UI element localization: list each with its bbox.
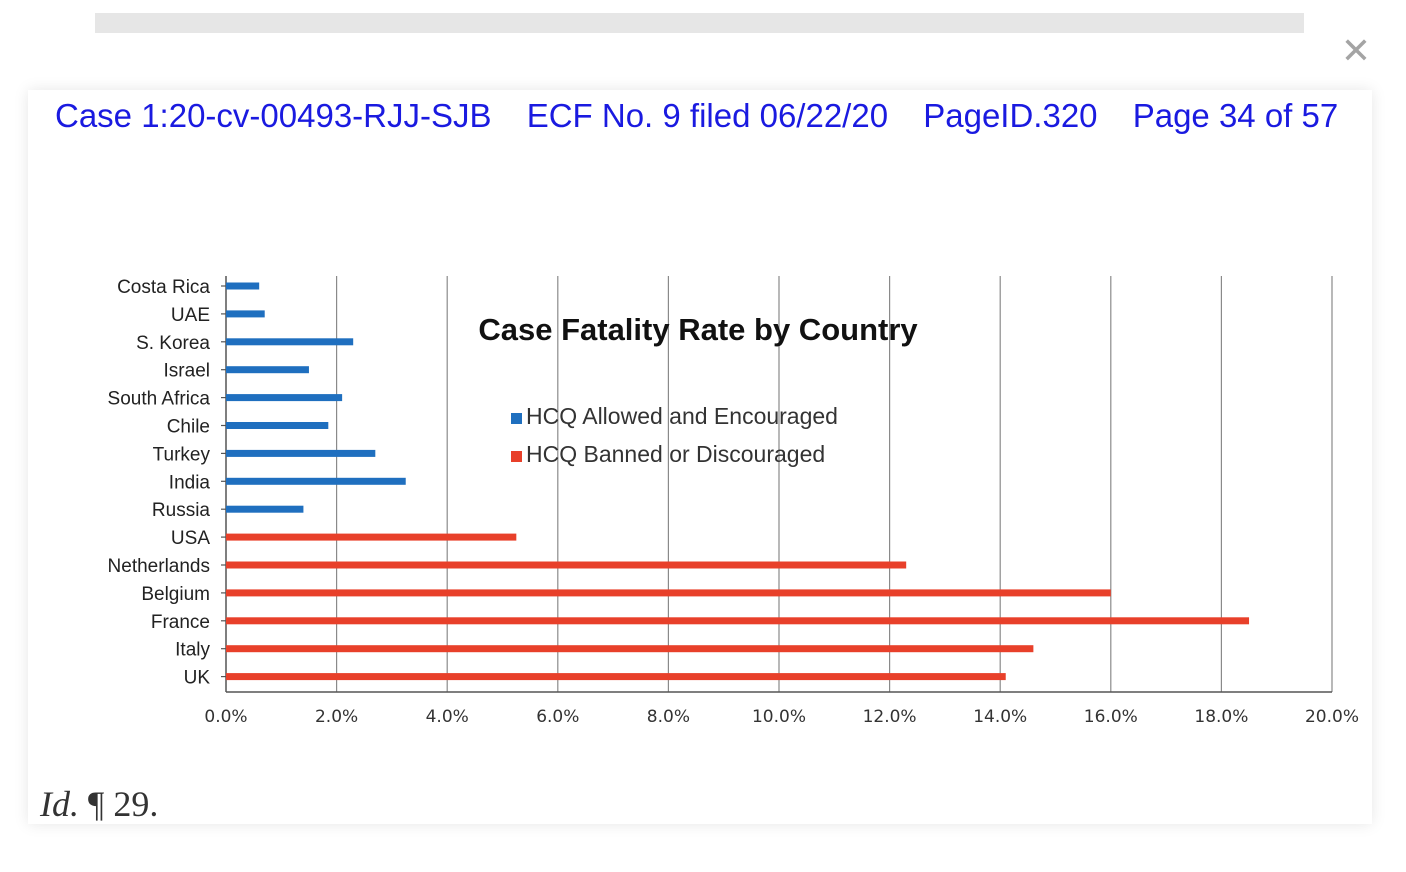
category-label: Israel [164,361,210,382]
bar [226,394,343,402]
citation-caption: Id. ¶ 29. [40,782,158,826]
category-label: Netherlands [108,556,210,577]
chart-title: Case Fatality Rate by Country [478,312,918,347]
legend-swatch [511,413,522,424]
document-header: Case 1:20-cv-00493-RJJ-SJB ECF No. 9 fil… [55,94,1365,138]
legend-swatch [511,451,522,462]
legend-label: HCQ Allowed and Encouraged [526,403,838,429]
bar [226,533,517,541]
bar [226,310,265,318]
top-bar [95,13,1304,33]
x-tick-label: 18.0% [1194,707,1248,727]
x-tick-label: 20.0% [1305,707,1359,727]
bar [226,589,1111,597]
bar [226,449,376,457]
category-label: S. Korea [136,333,210,354]
close-icon[interactable]: ✕ [1340,31,1372,72]
x-tick-label: 0.0% [204,707,247,727]
bar [226,561,907,569]
bar [226,422,329,429]
page-number: Page 34 of 57 [1132,97,1339,134]
citation-id: Id. [40,784,79,824]
x-tick-label: 14.0% [973,707,1027,727]
category-label: Belgium [141,584,210,605]
x-tick-label: 6.0% [536,707,579,727]
x-tick-label: 10.0% [752,707,806,727]
x-tick-label: 12.0% [863,707,917,727]
bar [226,338,354,346]
document-viewer: Case 1:20-cv-00493-RJJ-SJB ECF No. 9 fil… [28,90,1372,824]
x-tick-label: 2.0% [315,707,358,727]
category-label: India [169,472,211,493]
fatality-rate-chart: 0.0% 2.0% 4.0% 6.0% 8.0% 10.0% 12.0% 14.0% 16.0%… [108,276,1359,727]
page-id: PageID.320 [923,97,1098,134]
x-tick-label: 8.0% [647,707,690,727]
bar [226,617,1250,625]
bar [226,505,304,513]
bar [226,673,1006,681]
bar [226,477,406,485]
bar [226,366,309,374]
category-label: USA [171,528,210,549]
citation-paragraph: ¶ 29. [79,784,159,824]
category-label: Italy [175,640,210,661]
category-label: South Africa [108,389,211,410]
bar [226,282,260,290]
category-label: France [151,612,210,633]
category-label: UAE [171,305,210,326]
category-label: Costa Rica [117,277,210,298]
x-tick-label: 16.0% [1084,707,1138,727]
bar [226,645,1034,653]
legend-label: HCQ Banned or Discouraged [526,441,825,467]
case-number: Case 1:20-cv-00493-RJJ-SJB [55,97,492,134]
x-tick-label: 4.0% [426,707,469,727]
category-label: Chile [167,417,210,438]
category-label: Turkey [153,444,211,465]
category-label: Russia [152,500,211,521]
ecf-filing: ECF No. 9 filed 06/22/20 [526,97,889,134]
category-label: UK [184,668,211,689]
